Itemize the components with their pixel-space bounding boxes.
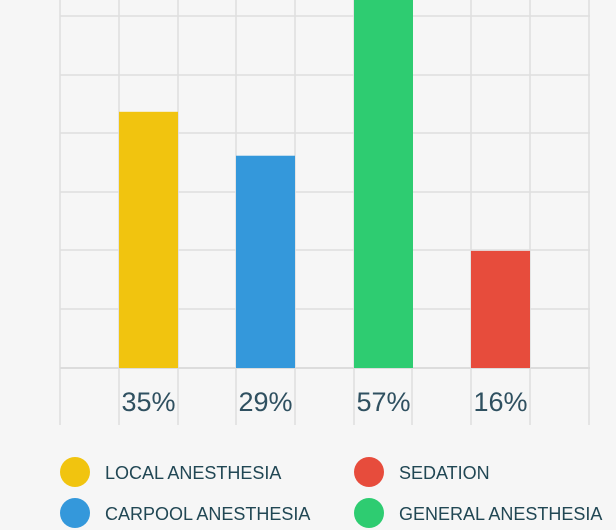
bar-local-anesthesia (119, 111, 178, 369)
value-label-sedation: 16% (473, 387, 527, 417)
bar-carpool-anesthesia (236, 155, 295, 368)
value-label-carpool-anesthesia: 29% (238, 387, 292, 417)
legend-label-local-anesthesia: LOCAL ANESTHESIA (105, 463, 281, 483)
legend: LOCAL ANESTHESIA SEDATION CARPOOL ANESTHES… (60, 457, 602, 528)
legend-label-carpool-anesthesia: CARPOOL ANESTHESIA (105, 504, 310, 524)
legend-label-general-anesthesia: GENERAL ANESTHESIA (399, 504, 602, 524)
legend-marker-carpool-anesthesia (60, 498, 90, 528)
bars (119, 0, 530, 369)
bar-sedation (471, 250, 530, 368)
value-labels: 35% 29% 57% 16% (121, 387, 527, 417)
legend-marker-sedation (354, 457, 384, 487)
legend-marker-local-anesthesia (60, 457, 90, 487)
legend-marker-general-anesthesia (354, 498, 384, 528)
bar-general-anesthesia (354, 0, 413, 368)
value-label-general-anesthesia: 57% (356, 387, 410, 417)
legend-label-sedation: SEDATION (399, 463, 490, 483)
value-label-local-anesthesia: 35% (121, 387, 175, 417)
